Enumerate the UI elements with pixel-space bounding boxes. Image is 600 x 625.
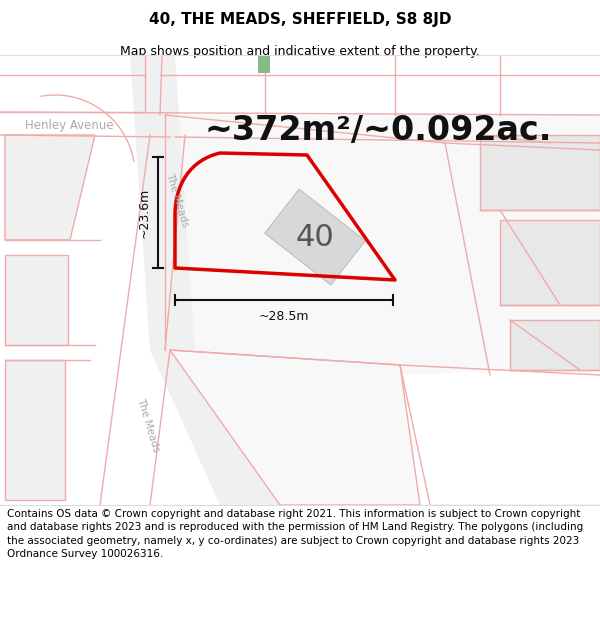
Polygon shape (150, 350, 280, 505)
Bar (258, 55, 270, 73)
Polygon shape (5, 135, 95, 240)
Text: ~23.6m: ~23.6m (138, 188, 151, 238)
Text: Contains OS data © Crown copyright and database right 2021. This information is : Contains OS data © Crown copyright and d… (7, 509, 583, 559)
Polygon shape (130, 55, 195, 350)
Text: ~28.5m: ~28.5m (259, 310, 309, 323)
Polygon shape (510, 320, 600, 370)
Text: Henley Avenue: Henley Avenue (25, 119, 113, 132)
Text: ~372m²/~0.092ac.: ~372m²/~0.092ac. (205, 114, 553, 147)
Polygon shape (480, 135, 600, 210)
Text: The Meads: The Meads (164, 172, 190, 228)
Polygon shape (170, 350, 420, 505)
Text: Map shows position and indicative extent of the property.: Map shows position and indicative extent… (120, 45, 480, 58)
Polygon shape (500, 220, 600, 305)
Text: The Meads: The Meads (135, 397, 161, 453)
Polygon shape (5, 360, 65, 500)
Text: 40, THE MEADS, SHEFFIELD, S8 8JD: 40, THE MEADS, SHEFFIELD, S8 8JD (149, 12, 451, 27)
Text: 40: 40 (296, 222, 334, 251)
Polygon shape (165, 115, 600, 375)
Polygon shape (5, 255, 68, 345)
Polygon shape (265, 189, 365, 285)
